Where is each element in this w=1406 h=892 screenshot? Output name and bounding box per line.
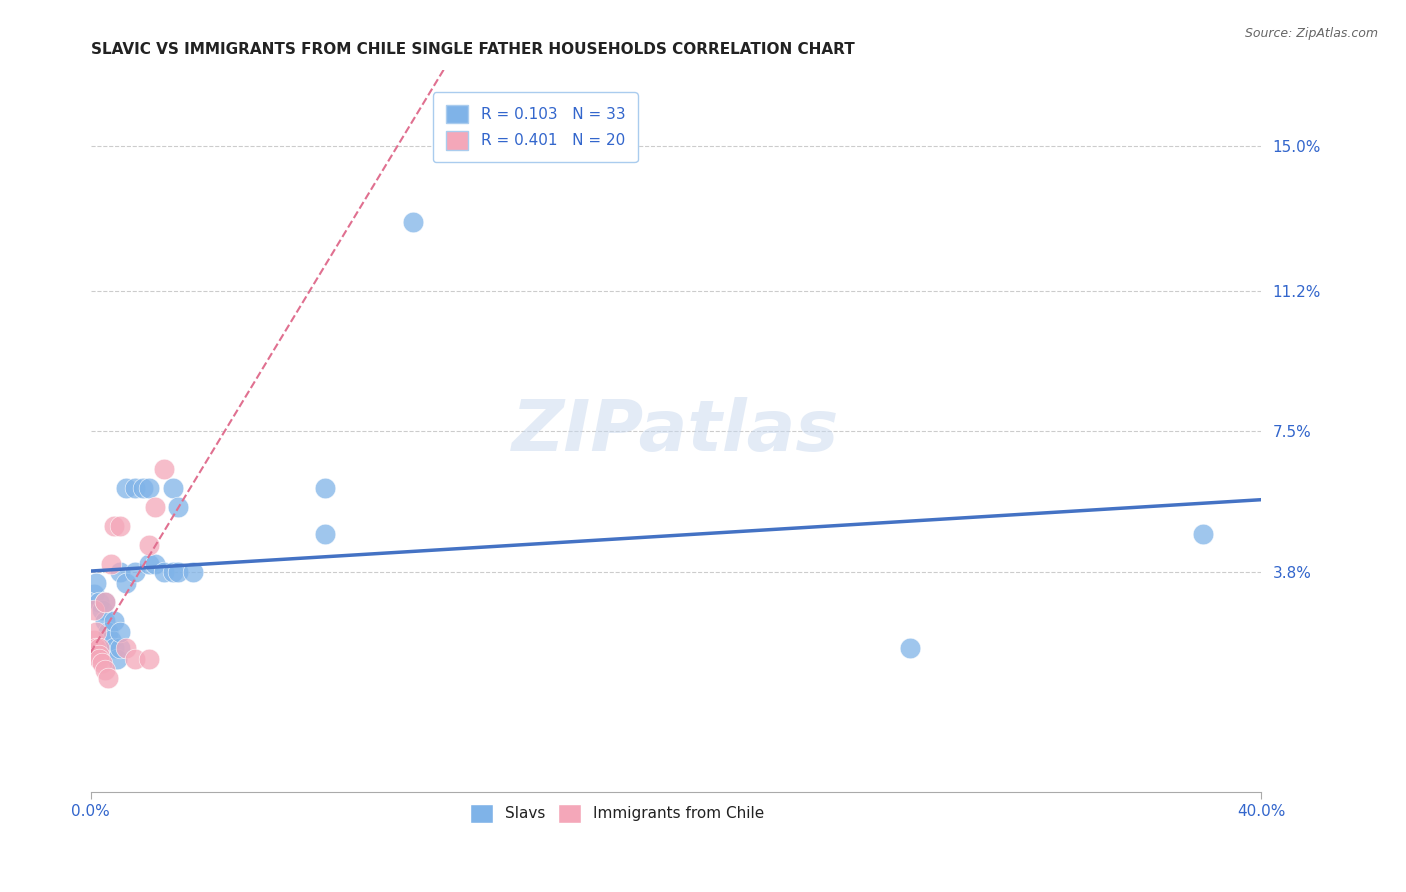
Slavs	[138, 481, 160, 495]
Immigrants from Chile	[143, 500, 166, 515]
Slavs	[401, 215, 423, 229]
Immigrants from Chile	[100, 557, 122, 571]
Slavs	[143, 557, 166, 571]
Immigrants from Chile	[89, 648, 111, 663]
Immigrants from Chile	[124, 652, 146, 666]
Immigrants from Chile	[83, 602, 105, 616]
Slavs	[108, 565, 131, 579]
Slavs	[124, 481, 146, 495]
Slavs	[152, 565, 174, 579]
Slavs	[114, 481, 136, 495]
Slavs	[105, 652, 128, 666]
Slavs	[1191, 526, 1213, 541]
Immigrants from Chile	[91, 656, 114, 670]
Slavs	[91, 602, 114, 616]
Slavs	[83, 587, 105, 601]
Immigrants from Chile	[86, 640, 108, 655]
Immigrants from Chile	[94, 595, 117, 609]
Immigrants from Chile	[83, 633, 105, 648]
Text: Source: ZipAtlas.com: Source: ZipAtlas.com	[1244, 27, 1378, 40]
Immigrants from Chile	[89, 640, 111, 655]
Immigrants from Chile	[86, 625, 108, 640]
Slavs	[108, 625, 131, 640]
Slavs	[162, 481, 184, 495]
Slavs	[86, 576, 108, 591]
Slavs	[89, 595, 111, 609]
Immigrants from Chile	[138, 538, 160, 552]
Immigrants from Chile	[103, 519, 125, 533]
Slavs	[114, 576, 136, 591]
Immigrants from Chile	[108, 519, 131, 533]
Slavs	[162, 565, 184, 579]
Slavs	[124, 565, 146, 579]
Slavs	[132, 481, 155, 495]
Slavs	[167, 565, 190, 579]
Slavs	[103, 640, 125, 655]
Text: ZIPatlas: ZIPatlas	[512, 397, 839, 466]
Immigrants from Chile	[114, 640, 136, 655]
Immigrants from Chile	[152, 462, 174, 476]
Slavs	[97, 625, 120, 640]
Slavs	[314, 526, 336, 541]
Slavs	[103, 614, 125, 628]
Immigrants from Chile	[97, 671, 120, 685]
Immigrants from Chile	[89, 652, 111, 666]
Immigrants from Chile	[94, 664, 117, 678]
Slavs	[94, 595, 117, 609]
Slavs	[314, 481, 336, 495]
Slavs	[181, 565, 204, 579]
Slavs	[898, 640, 921, 655]
Slavs	[138, 557, 160, 571]
Slavs	[94, 614, 117, 628]
Slavs	[108, 640, 131, 655]
Immigrants from Chile	[138, 652, 160, 666]
Slavs	[167, 500, 190, 515]
Text: SLAVIC VS IMMIGRANTS FROM CHILE SINGLE FATHER HOUSEHOLDS CORRELATION CHART: SLAVIC VS IMMIGRANTS FROM CHILE SINGLE F…	[90, 42, 855, 57]
Slavs	[100, 633, 122, 648]
Legend: Slavs, Immigrants from Chile: Slavs, Immigrants from Chile	[458, 792, 776, 835]
